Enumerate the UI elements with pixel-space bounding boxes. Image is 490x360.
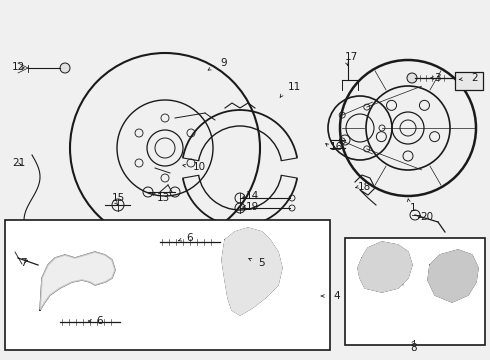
Bar	[455, 72, 483, 90]
Bar	[5, 220, 330, 350]
Circle shape	[148, 235, 162, 249]
Text: 11: 11	[288, 82, 301, 92]
Text: 4: 4	[333, 291, 340, 301]
Text: 9: 9	[220, 58, 227, 68]
Text: 1: 1	[410, 203, 416, 213]
Text: 6: 6	[96, 316, 102, 326]
Bar	[345, 238, 485, 345]
Text: 2: 2	[471, 73, 478, 83]
Text: 3: 3	[434, 73, 441, 83]
Text: 6: 6	[186, 233, 193, 243]
Text: 18: 18	[358, 182, 371, 192]
Text: 20: 20	[420, 212, 433, 222]
Polygon shape	[358, 242, 412, 292]
Text: 15: 15	[112, 193, 125, 203]
Text: 8: 8	[410, 343, 416, 353]
Text: 17: 17	[345, 52, 358, 62]
Text: 12: 12	[12, 62, 25, 72]
Text: 19: 19	[246, 202, 259, 212]
Text: 10: 10	[193, 162, 206, 172]
Circle shape	[407, 73, 417, 83]
Text: 21: 21	[12, 158, 25, 168]
Circle shape	[47, 257, 103, 313]
Text: 16: 16	[330, 142, 343, 152]
Circle shape	[48, 315, 62, 329]
Text: 5: 5	[258, 258, 265, 268]
Text: 7: 7	[20, 258, 26, 268]
Circle shape	[60, 63, 70, 73]
Text: 14: 14	[246, 191, 259, 201]
Text: 13: 13	[157, 193, 170, 203]
Polygon shape	[40, 252, 115, 310]
Polygon shape	[222, 228, 282, 315]
Polygon shape	[428, 250, 478, 302]
